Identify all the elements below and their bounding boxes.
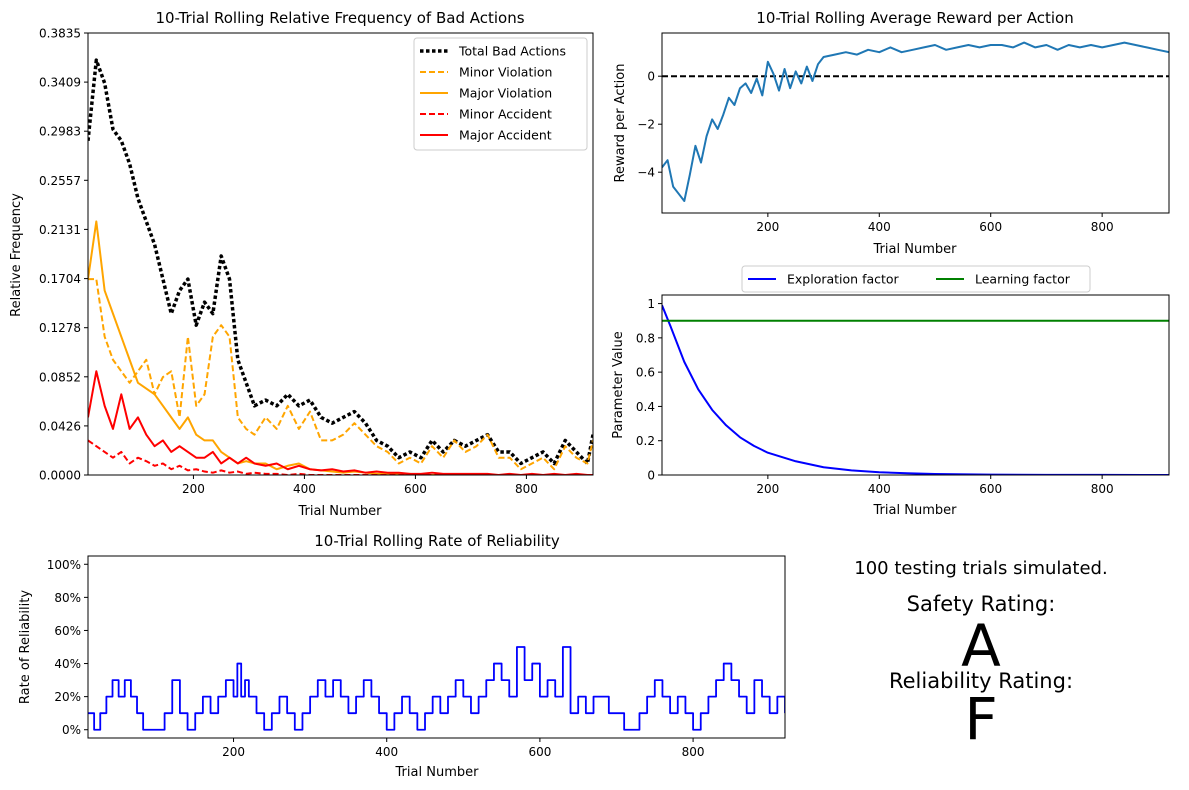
bad-actions-frame (87, 32, 594, 476)
y-tick-label: 0.8 (636, 331, 655, 345)
rating-summary: 100 testing trials simulated. Safety Rat… (854, 558, 1107, 753)
x-tick-label: 400 (293, 482, 316, 496)
x-tick-label: 200 (222, 745, 245, 759)
safety-rating-label: Safety Rating: (907, 592, 1056, 616)
y-tick-label: 0.2 (636, 434, 655, 448)
reward-ticks: 200 400 600 800 −4 −2 0 (637, 70, 1113, 234)
y-tick-label: 0.2983 (39, 125, 81, 139)
series-line-exploration-factor (662, 304, 1169, 475)
reward-title: 10-Trial Rolling Average Reward per Acti… (756, 9, 1073, 27)
y-tick-label: 0 (647, 469, 655, 483)
y-tick-label: 0% (62, 723, 81, 737)
legend-label: Exploration factor (787, 272, 900, 287)
x-tick-label: 800 (1091, 220, 1114, 234)
reliability-title: 10-Trial Rolling Rate of Reliability (314, 532, 560, 550)
x-tick-label: 200 (182, 482, 205, 496)
x-tick-label: 600 (528, 745, 551, 759)
y-tick-label: 0.0426 (39, 419, 81, 433)
y-tick-label: −2 (637, 118, 655, 132)
series-line-minor-violation (88, 278, 593, 471)
parameter-lines (662, 304, 1169, 475)
bad-actions-xlabel: Trial Number (298, 504, 383, 519)
legend-label: Total Bad Actions (458, 44, 566, 59)
x-tick-label: 600 (979, 220, 1002, 234)
y-tick-label: 80% (54, 591, 81, 605)
series-line-total-bad-actions (88, 58, 593, 466)
legend-label: Minor Accident (459, 107, 552, 122)
y-tick-label: 0.0000 (39, 469, 81, 483)
reward-lines (662, 41, 1169, 202)
bad-actions-ticks: 200 400 600 800 0.0000 0.0426 0.0852 0.1278 0.17… (39, 27, 538, 497)
bad-actions-title: 10-Trial Rolling Relative Frequency of B… (155, 9, 524, 27)
parameter-frame (661, 294, 1170, 476)
reward-chart: 10-Trial Rolling Average Reward per Acti… (613, 9, 1170, 257)
reliability-lines (88, 646, 785, 731)
parameter-ylabel: Parameter Value (611, 331, 626, 438)
y-tick-label: 0.4 (636, 400, 655, 414)
y-tick-label: 0.0852 (39, 370, 81, 384)
series-line-reward (662, 41, 1169, 202)
y-tick-label: 20% (54, 690, 81, 704)
reliability-chart: 10-Trial Rolling Rate of Reliability Tri… (18, 532, 786, 780)
reliability-ticks: 200 400 600 800 0% 20% 40% 60% 80% 100% (47, 558, 705, 759)
legend-box (413, 37, 588, 151)
x-tick-label: 200 (756, 482, 779, 496)
reliability-rating-grade: F (964, 685, 997, 753)
bad-actions-ylabel: Relative Frequency (9, 193, 24, 317)
legend-label: Major Violation (459, 86, 552, 101)
y-tick-label: 0.2557 (39, 174, 81, 188)
y-tick-label: 0.6 (636, 366, 655, 380)
legend-label: Major Accident (459, 128, 552, 143)
bad-actions-lines (88, 58, 593, 475)
legend-label: Learning factor (975, 272, 1071, 287)
series-line-major-accident (88, 370, 593, 475)
series-line-reliability (88, 646, 785, 731)
x-tick-label: 800 (515, 482, 538, 496)
x-tick-label: 600 (979, 482, 1002, 496)
safety-rating-grade: A (961, 612, 1001, 680)
x-tick-label: 800 (1091, 482, 1114, 496)
parameter-chart: Trial Number Parameter Value 200 400 600 80… (611, 265, 1170, 518)
trials-simulated-text: 100 testing trials simulated. (854, 558, 1107, 579)
bad-actions-chart: 10-Trial Rolling Relative Frequency of B… (9, 9, 594, 519)
x-tick-label: 400 (375, 745, 398, 759)
parameter-ticks: 200 400 600 800 0 0.2 0.4 0.6 0.8 1 (636, 297, 1114, 496)
y-tick-label: 0.3835 (39, 27, 81, 41)
reliability-rating-label: Reliability Rating: (889, 669, 1073, 693)
y-tick-label: 60% (54, 624, 81, 638)
reward-frame (661, 32, 1170, 214)
x-tick-label: 400 (868, 220, 891, 234)
reliability-xlabel: Trial Number (395, 765, 480, 780)
y-tick-label: 0 (647, 70, 655, 84)
parameter-legend: Exploration factor Learning factor (741, 265, 1091, 293)
reward-ylabel: Reward per Action (613, 64, 628, 183)
x-tick-label: 600 (404, 482, 427, 496)
reliability-ylabel: Rate of Reliability (18, 590, 33, 704)
y-tick-label: 1 (647, 297, 655, 311)
bad-actions-legend: Total Bad Actions Minor Violation Major Vi… (413, 37, 588, 151)
reward-xlabel: Trial Number (873, 242, 958, 257)
y-tick-label: 40% (54, 657, 81, 671)
legend-box (741, 265, 1091, 293)
x-tick-label: 400 (868, 482, 891, 496)
x-tick-label: 800 (682, 745, 705, 759)
y-tick-label: 0.3409 (39, 76, 81, 90)
x-tick-label: 200 (756, 220, 779, 234)
y-tick-label: −4 (637, 166, 655, 180)
y-tick-label: 0.1278 (39, 321, 81, 335)
parameter-xlabel: Trial Number (873, 503, 958, 518)
legend-label: Minor Violation (459, 65, 552, 80)
reliability-frame (87, 555, 786, 739)
y-tick-label: 0.1704 (39, 272, 81, 286)
y-tick-label: 0.2131 (39, 223, 81, 237)
y-tick-label: 100% (47, 558, 81, 572)
